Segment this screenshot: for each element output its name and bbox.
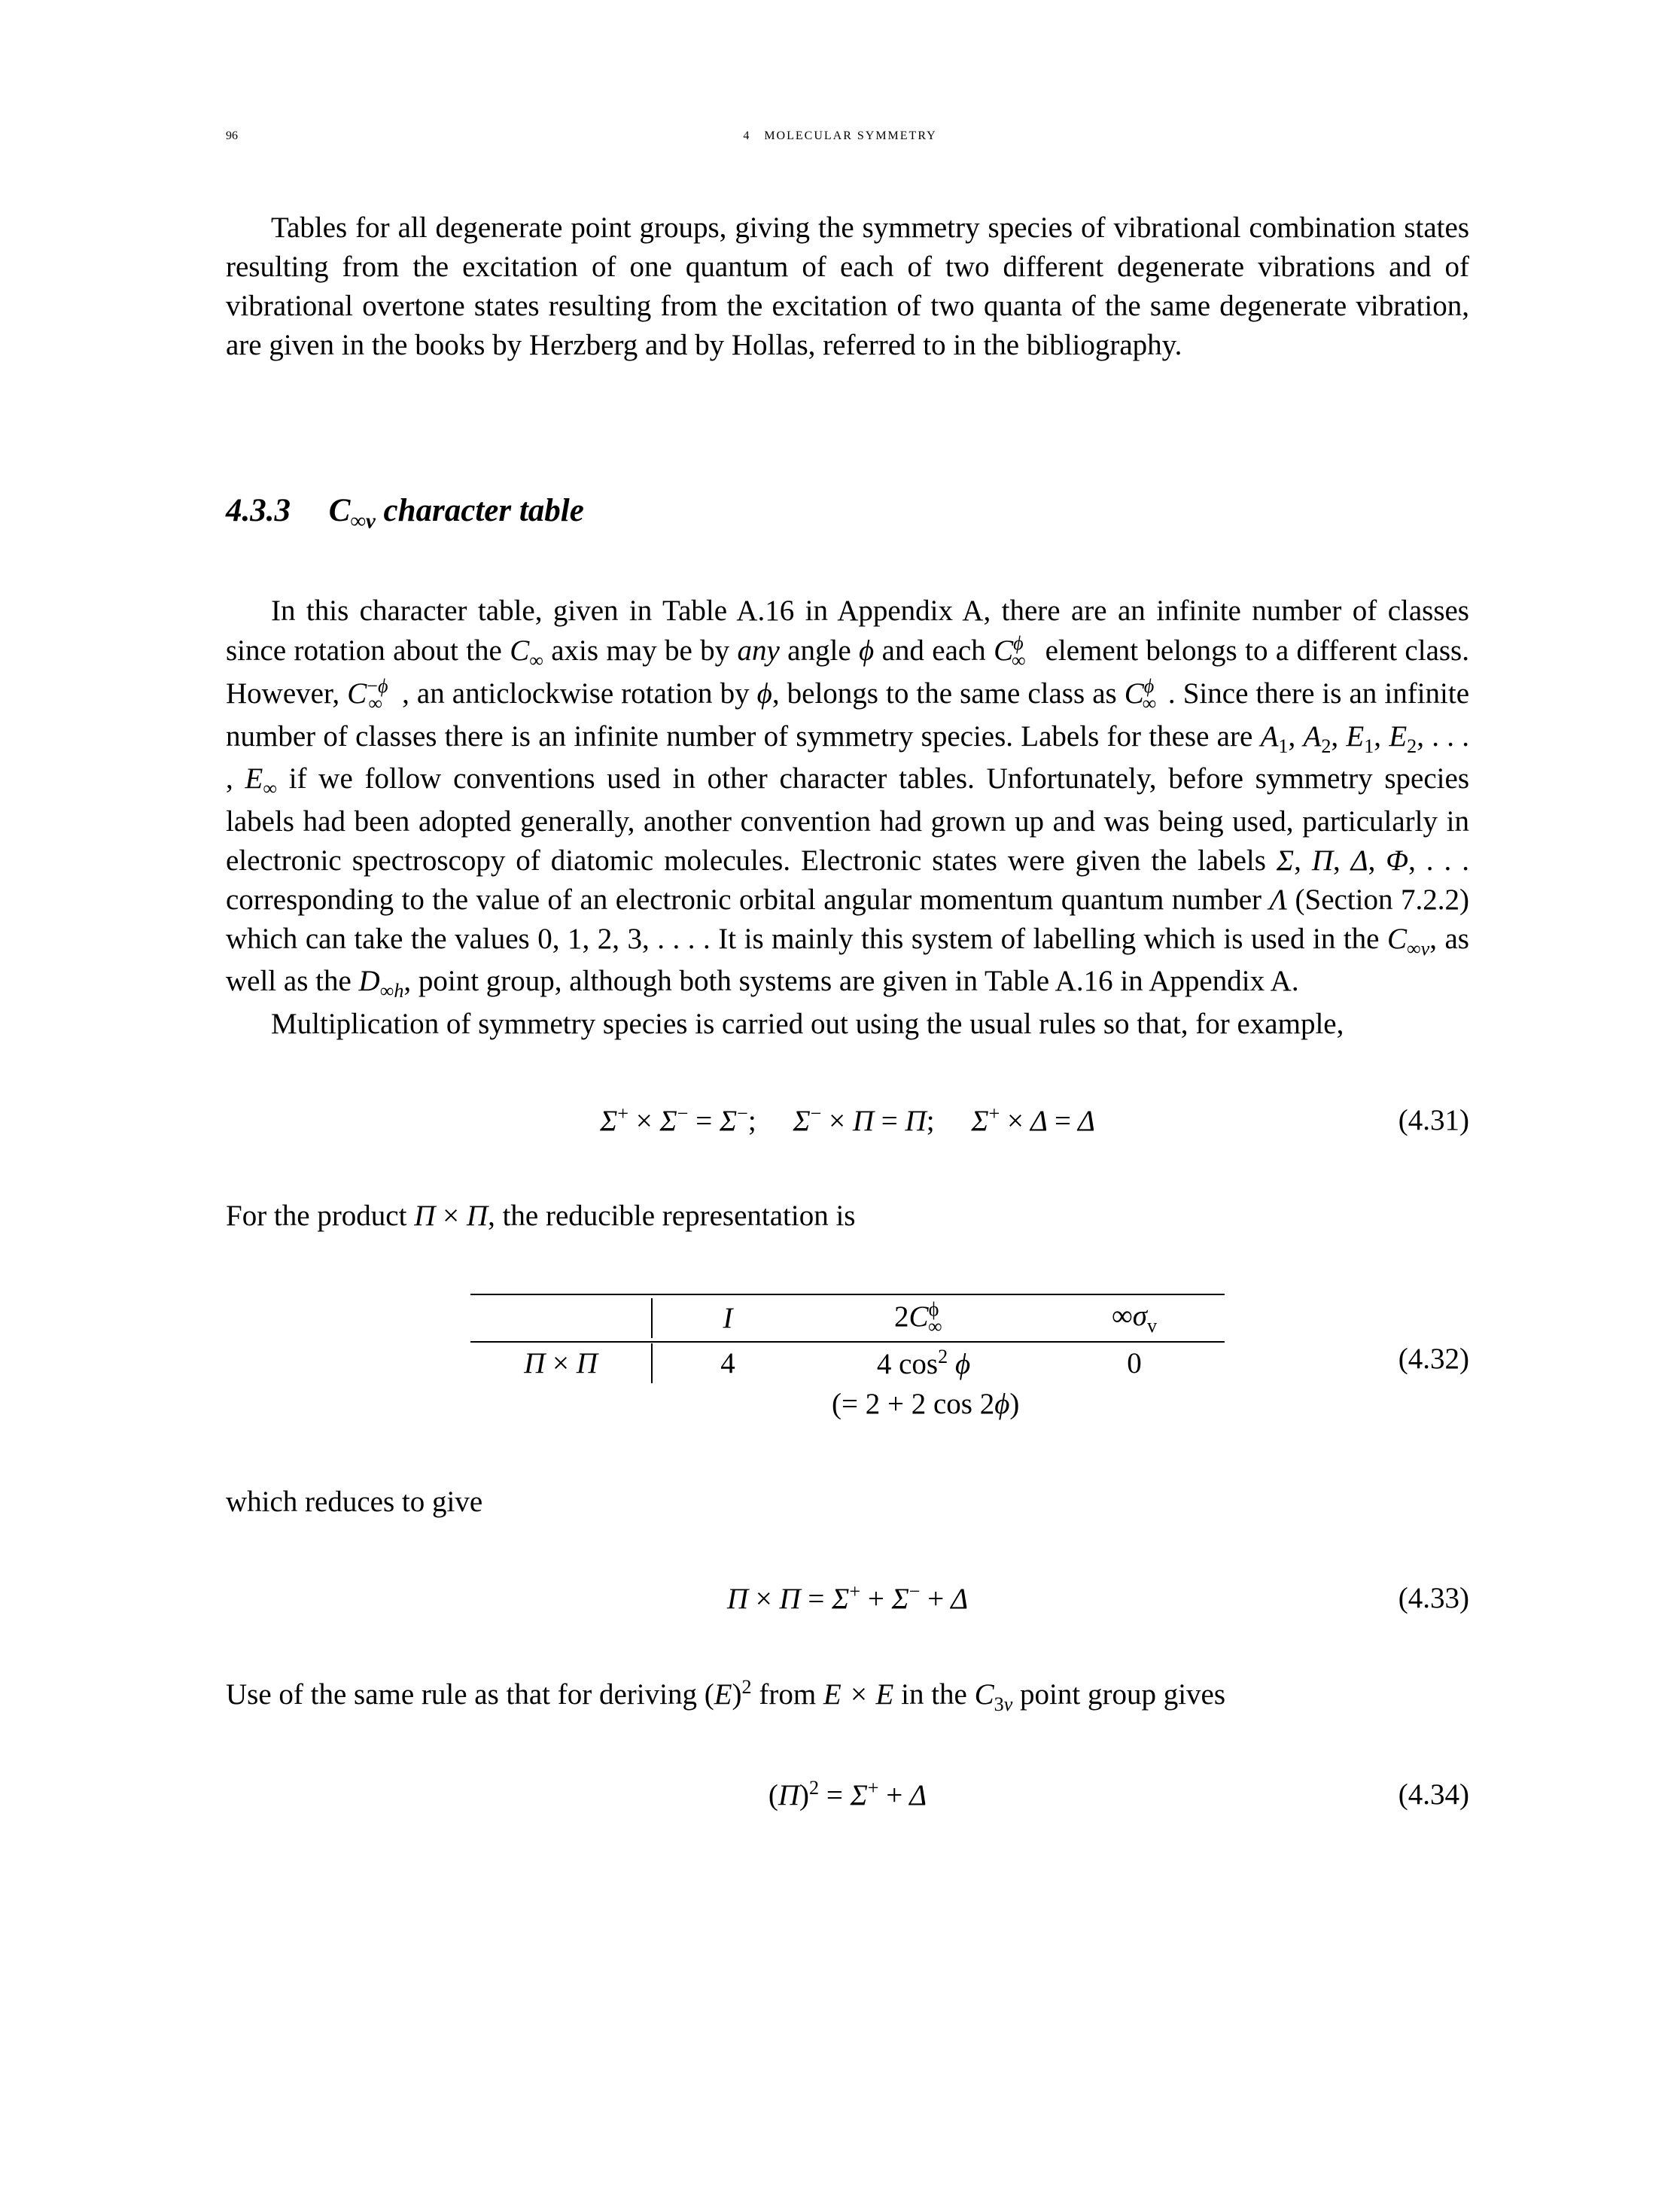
equation-content: Σ+ × Σ− = Σ−; Σ− × Π = Π; Σ+ × Δ = Δ [600, 1103, 1095, 1138]
equation-number: (4.32) [1398, 1342, 1469, 1376]
equation-4-32: I 2Cϕ∞ ∞σv Π × Π 4 4 cos2 ϕ 0 (= 2 + 2 c… [226, 1294, 1469, 1424]
txt: ) [732, 1678, 742, 1711]
paragraph-samerule: Use of the same rule as that for derivin… [226, 1674, 1469, 1718]
txt: from [752, 1678, 823, 1711]
rep-table: I 2Cϕ∞ ∞σv Π × Π 4 4 cos2 ϕ 0 (= 2 + 2 c… [470, 1294, 1225, 1424]
equation-content: Π × Π = Σ+ + Σ− + Δ [727, 1580, 968, 1616]
paragraph-reduces: which reduces to give [226, 1483, 1469, 1522]
page-number: 96 [226, 129, 238, 143]
section-number: 4.3.3 [226, 493, 291, 528]
section-heading: 4.3.3 C∞v character table [226, 492, 1469, 534]
section-title-rest: character table [376, 493, 584, 528]
txt: C [975, 1678, 994, 1711]
paragraph-main: In this character table, given in Table … [226, 592, 1469, 1005]
txt: Use of the same rule as that for derivin… [226, 1678, 714, 1711]
equation-content: (Π)2 = Σ+ + Δ [768, 1777, 927, 1812]
txt: in the [893, 1678, 974, 1711]
equation-number: (4.33) [1398, 1581, 1469, 1615]
running-head: 4 MOLECULAR SYMMETRY [743, 129, 936, 143]
paragraph-mult: Multiplication of symmetry species is ca… [226, 1005, 1469, 1044]
equation-4-31: Σ+ × Σ− = Σ−; Σ− × Π = Π; Σ+ × Δ = Δ (4.… [226, 1103, 1469, 1138]
equation-number: (4.34) [1398, 1778, 1469, 1811]
equation-4-34: (Π)2 = Σ+ + Δ (4.34) [226, 1777, 1469, 1812]
equation-4-33: Π × Π = Σ+ + Σ− + Δ (4.33) [226, 1580, 1469, 1616]
section-title: C∞v character table [329, 493, 584, 528]
paragraph-product: For the product Π × Π, the reducible rep… [226, 1197, 1469, 1236]
paragraph-intro: Tables for all degenerate point groups, … [226, 208, 1469, 364]
txt: E × E [823, 1678, 893, 1711]
txt: point group gives [1012, 1678, 1225, 1711]
equation-number: (4.31) [1398, 1103, 1469, 1137]
page: 96 4 MOLECULAR SYMMETRY Tables for all d… [0, 0, 1680, 2187]
section-title-sym: C [329, 493, 351, 528]
txt: E [714, 1678, 732, 1711]
